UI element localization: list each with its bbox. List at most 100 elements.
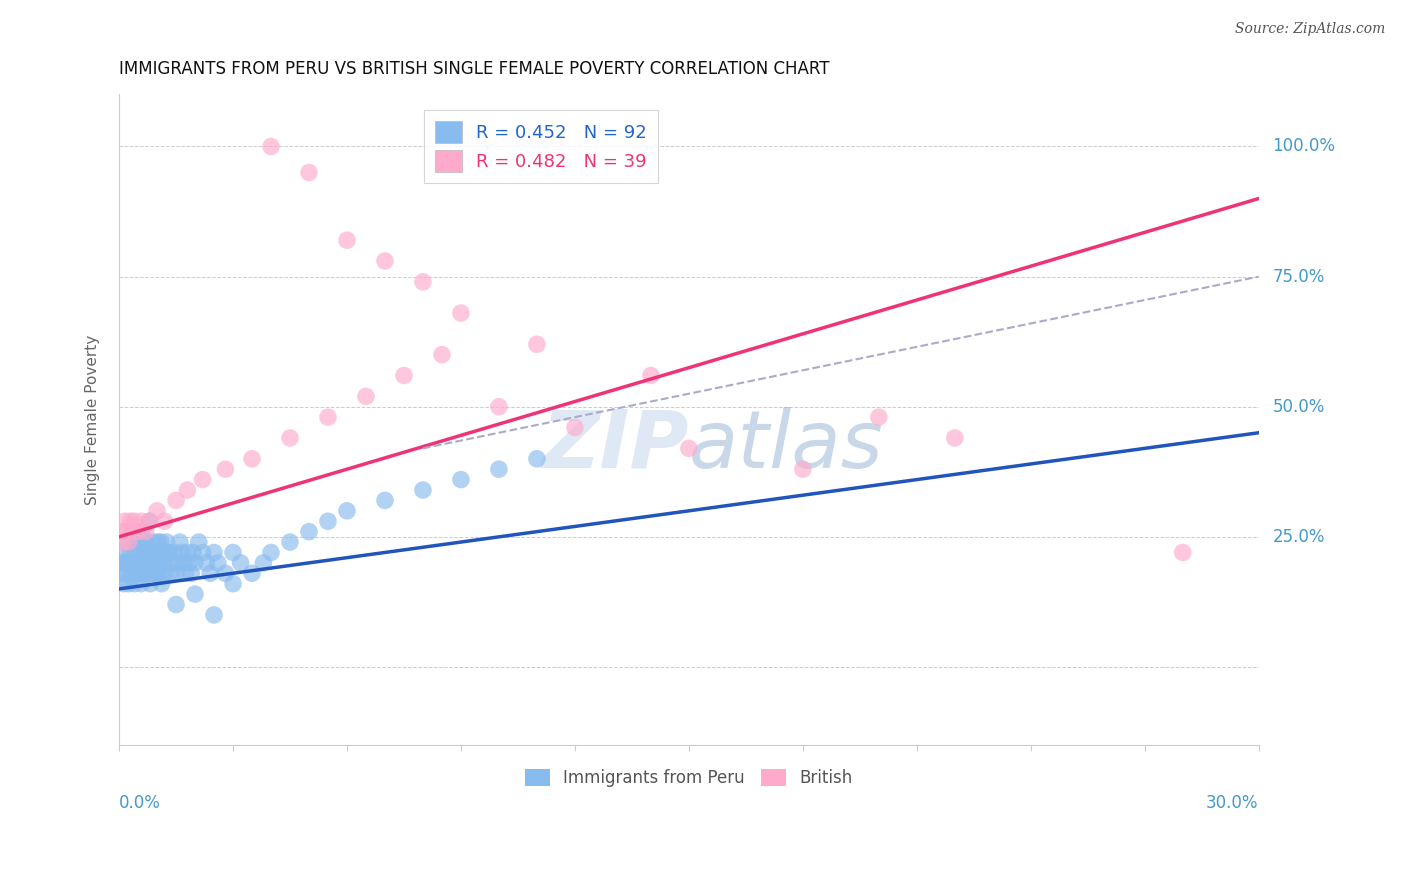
Point bbox=[160, 556, 183, 570]
Point bbox=[117, 576, 139, 591]
Point bbox=[191, 545, 214, 559]
Point bbox=[191, 473, 214, 487]
Point bbox=[117, 556, 139, 570]
Point bbox=[202, 607, 225, 622]
Point bbox=[316, 410, 339, 425]
Point bbox=[450, 306, 472, 320]
Y-axis label: Single Female Poverty: Single Female Poverty bbox=[86, 334, 100, 505]
Point bbox=[278, 535, 301, 549]
Point bbox=[374, 254, 396, 268]
Point bbox=[152, 545, 174, 559]
Point bbox=[176, 483, 198, 497]
Point bbox=[298, 165, 321, 179]
Point bbox=[163, 545, 186, 559]
Point bbox=[129, 545, 152, 559]
Point bbox=[240, 566, 263, 581]
Point bbox=[222, 545, 245, 559]
Point bbox=[148, 566, 170, 581]
Point bbox=[111, 545, 134, 559]
Point bbox=[149, 556, 172, 570]
Point bbox=[252, 556, 274, 570]
Point bbox=[149, 535, 172, 549]
Point bbox=[195, 556, 218, 570]
Point bbox=[135, 524, 157, 539]
Point bbox=[207, 556, 229, 570]
Text: 25.0%: 25.0% bbox=[1272, 528, 1324, 546]
Point bbox=[111, 566, 134, 581]
Point bbox=[127, 535, 149, 549]
Point bbox=[488, 462, 510, 476]
Point bbox=[374, 493, 396, 508]
Point bbox=[316, 514, 339, 528]
Point bbox=[129, 576, 152, 591]
Point bbox=[149, 545, 172, 559]
Point bbox=[336, 504, 359, 518]
Point bbox=[114, 556, 136, 570]
Point bbox=[200, 566, 222, 581]
Point bbox=[120, 514, 142, 528]
Point bbox=[122, 514, 145, 528]
Point bbox=[336, 233, 359, 247]
Point bbox=[214, 566, 236, 581]
Point bbox=[240, 451, 263, 466]
Point bbox=[488, 400, 510, 414]
Point bbox=[141, 566, 163, 581]
Text: 75.0%: 75.0% bbox=[1272, 268, 1324, 285]
Point bbox=[138, 514, 160, 528]
Point bbox=[138, 514, 160, 528]
Point bbox=[792, 462, 814, 476]
Point bbox=[564, 420, 586, 434]
Point bbox=[125, 566, 148, 581]
Point bbox=[278, 431, 301, 445]
Point bbox=[176, 545, 198, 559]
Point bbox=[120, 566, 142, 581]
Point bbox=[138, 545, 160, 559]
Point bbox=[157, 545, 180, 559]
Point bbox=[153, 566, 176, 581]
Point bbox=[127, 524, 149, 539]
Point bbox=[450, 473, 472, 487]
Point bbox=[121, 535, 143, 549]
Legend: Immigrants from Peru, British: Immigrants from Peru, British bbox=[516, 761, 862, 796]
Point bbox=[146, 556, 169, 570]
Point bbox=[173, 556, 195, 570]
Point bbox=[145, 566, 167, 581]
Point bbox=[1171, 545, 1194, 559]
Point bbox=[143, 556, 166, 570]
Point bbox=[134, 545, 156, 559]
Point bbox=[115, 535, 138, 549]
Point bbox=[202, 545, 225, 559]
Point bbox=[139, 576, 162, 591]
Point bbox=[354, 389, 377, 403]
Point bbox=[678, 442, 700, 456]
Point bbox=[640, 368, 662, 383]
Point bbox=[412, 275, 434, 289]
Point bbox=[430, 348, 453, 362]
Text: 100.0%: 100.0% bbox=[1272, 137, 1336, 155]
Point bbox=[298, 524, 321, 539]
Point bbox=[169, 535, 191, 549]
Point bbox=[128, 566, 150, 581]
Point bbox=[138, 556, 160, 570]
Point bbox=[187, 535, 209, 549]
Point bbox=[120, 545, 142, 559]
Point bbox=[868, 410, 890, 425]
Point bbox=[174, 566, 197, 581]
Point bbox=[112, 576, 135, 591]
Point bbox=[131, 535, 153, 549]
Point bbox=[143, 545, 166, 559]
Point bbox=[157, 545, 180, 559]
Point bbox=[114, 514, 136, 528]
Point bbox=[184, 587, 207, 601]
Point bbox=[153, 514, 176, 528]
Point bbox=[115, 566, 138, 581]
Point bbox=[111, 535, 134, 549]
Text: IMMIGRANTS FROM PERU VS BRITISH SINGLE FEMALE POVERTY CORRELATION CHART: IMMIGRANTS FROM PERU VS BRITISH SINGLE F… bbox=[120, 60, 830, 78]
Point bbox=[214, 462, 236, 476]
Point bbox=[181, 545, 204, 559]
Point bbox=[159, 566, 181, 581]
Point bbox=[131, 514, 153, 528]
Text: 30.0%: 30.0% bbox=[1206, 794, 1258, 812]
Point bbox=[115, 524, 138, 539]
Point bbox=[146, 504, 169, 518]
